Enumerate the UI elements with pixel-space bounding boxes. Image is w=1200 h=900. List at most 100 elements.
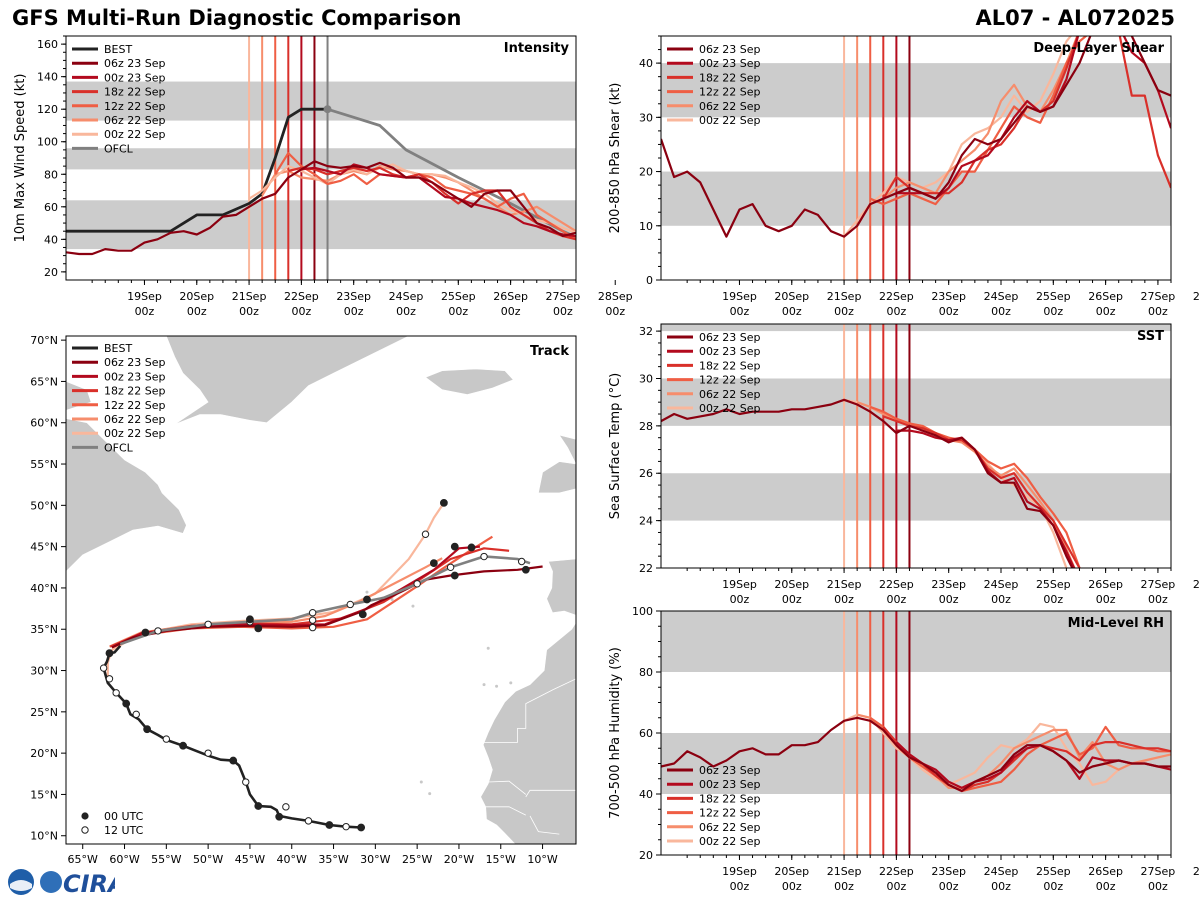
marker-00utc [275,812,284,821]
sst-x-tick-hour: 00z [834,593,854,606]
shear-y-tick-label: 20 [639,166,653,179]
marker-12utc [346,600,354,609]
shear-x-tick-hour: 00z [991,305,1011,318]
cira-logo-text: CIRA [63,870,115,896]
rh-legend-label: 18z 22 Sep [699,792,761,805]
rh-legend-label: 06z 22 Sep [699,821,761,834]
sst-x-tick-hour: 00z [1148,593,1168,606]
intensity-plot-area [66,36,576,280]
rh-series-line [661,716,1171,793]
rh-legend-label: 00z 22 Sep [699,835,761,848]
track-model-line [111,565,543,649]
intensity-x-tick-hour: 00z [135,305,155,318]
intensity-x-tick-day: 22Sep [284,290,319,303]
marker-12utc [446,563,455,571]
rh-y-tick-label: 40 [639,788,653,801]
intensity-x-tick-hour: 00z [344,305,364,318]
rh-x-tick-day: 21Sep [827,865,862,878]
land-ireland [538,461,576,494]
track-legend-label: 06z 22 Sep [104,413,166,426]
track-x-tick-label: 50°W [193,853,223,866]
marker-00utc [122,699,131,708]
sst-x-tick-day: 26Sep [1088,578,1123,591]
sst-x-tick-day: 25Sep [1036,578,1071,591]
island [390,597,394,601]
marker-12utc [342,822,350,831]
shear-legend-label: 12z 22 Sep [699,86,761,99]
shear-series-line [896,36,1171,200]
rh-legend-label: 06z 23 Sep [699,764,761,777]
island [411,604,415,608]
intensity-legend-label: BEST [104,43,132,56]
track-y-tick-label: 15°N [30,788,58,801]
intensity-x-tick-day: 26Sep [493,290,528,303]
intensity-band-1 [66,148,576,170]
marker-12utc [308,623,317,632]
shear-legend-label: 00z 23 Sep [699,57,761,70]
shear-legend-label: 06z 23 Sep [699,43,761,56]
intensity-band-2 [66,81,576,121]
marker-12utc [480,552,488,561]
track-y-tick-label: 40°N [30,582,58,595]
marker-12utc [154,627,162,635]
intensity-x-tick-hour: 00z [553,305,573,318]
track-y-tick-label: 20°N [30,747,58,760]
shear-x-tick-day: 25Sep [1036,290,1071,303]
intensity-y-tick-label: 60 [44,201,58,214]
rh-x-tick-day: 28Sep [1193,865,1200,878]
track-x-tick-label: 55°W [151,853,181,866]
sst-plot-area [661,324,1171,568]
track-x-tick-label: 25°W [402,853,432,866]
track-legend-label: OFCL [104,441,134,454]
marker-12utc [112,689,120,697]
marker-00utc [179,741,187,750]
land-iberia [546,558,576,616]
land-greenland [165,336,409,425]
shear-x-tick-day: 22Sep [879,290,914,303]
marker-00utc [141,628,150,637]
shear-x-tick-hour: 00z [886,305,906,318]
rh-plot-area [661,611,1171,855]
marker-12utc [99,664,108,672]
rh-y-axis-label: 700-500 hPa Humidity (%) [608,647,623,819]
rh-legend-label: 12z 22 Sep [699,807,761,820]
country-border [484,689,554,743]
track-legend-label: BEST [104,342,132,355]
marker-00utc [105,649,114,658]
sst-series-line [661,398,1074,568]
marker-00utc [254,624,263,633]
intensity-x-tick-hour: 00z [448,305,468,318]
page-title: GFS Multi-Run Diagnostic Comparison [12,6,462,30]
island [495,684,499,688]
intensity-y-tick-label: 140 [37,71,58,84]
track-x-tick-label: 30°W [360,853,390,866]
marker-legend-00-symbol [81,812,89,820]
rh-legend-label: 00z 23 Sep [699,778,761,791]
sst-legend-label: 06z 23 Sep [699,331,761,344]
shear-y-tick-label: 30 [639,111,653,124]
intensity-legend-label: 00z 23 Sep [104,71,166,84]
marker-12utc [162,735,171,743]
shear-series-line [843,36,1073,238]
rh-x-tick-day: 27Sep [1141,865,1176,878]
shear-y-axis-label: 200-850 hPa Shear (kt) [608,83,623,234]
marker-legend-12-label: 12 UTC [104,824,144,837]
shear-legend-label: 00z 22 Sep [699,114,761,127]
track-x-tick-label: 65°W [68,853,98,866]
intensity-x-tick-day: 25Sep [441,290,476,303]
track-x-tick-label: 45°W [235,853,265,866]
marker-00utc [450,542,459,551]
sst-y-axis-label: Sea Surface Temp (°C) [608,373,623,520]
marker-00utc [358,610,367,619]
land-iceland [424,368,514,395]
intensity-panel-title: Intensity [504,41,570,56]
sst-x-tick-day: 21Sep [827,578,862,591]
shear-series-line [856,36,1079,227]
track-y-tick-label: 50°N [30,499,58,512]
intensity-y-tick-label: 80 [44,168,58,181]
rh-y-tick-label: 80 [639,666,653,679]
track-model-line [106,502,445,681]
